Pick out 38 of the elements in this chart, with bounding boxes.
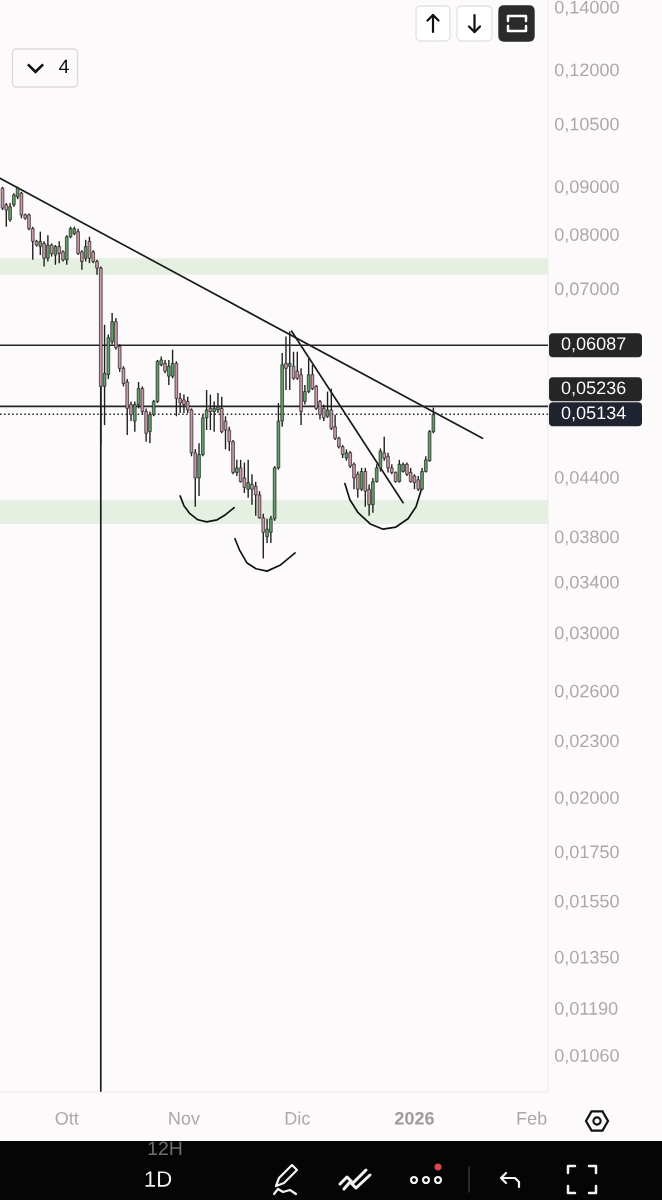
x-tick-label: Nov xyxy=(169,1112,200,1125)
candlestick xyxy=(167,359,171,386)
y-tick-label: 0,02600 xyxy=(554,684,619,700)
candlestick xyxy=(242,461,247,494)
candlestick xyxy=(46,234,50,263)
y-tick-label: 0,03400 xyxy=(554,575,619,591)
y-tick-label: 0,02000 xyxy=(554,791,619,807)
line-series xyxy=(179,495,235,523)
x-tick-label: Ott xyxy=(55,1111,79,1125)
annotation: 4 xyxy=(59,59,69,74)
x-tick-label: 2026 xyxy=(395,1111,434,1125)
x-tick-label: Feb xyxy=(517,1111,547,1125)
y-tick-label: 0,14000 xyxy=(554,0,619,16)
y-tick-label: 0,02300 xyxy=(554,734,619,750)
ref-line-label: 0,06087 xyxy=(561,337,626,353)
candlestick xyxy=(53,244,58,266)
candlestick xyxy=(291,351,296,381)
y-tick-label: 0,01350 xyxy=(554,950,619,966)
text: 12H xyxy=(148,1141,182,1156)
y-tick-label: 0,03800 xyxy=(554,530,619,546)
ref-line-label: 0,05134 xyxy=(561,406,626,422)
y-tick-label: 0,10500 xyxy=(554,117,619,133)
y-tick-label: 0,01190 xyxy=(554,1002,618,1017)
y-tick-label: 0,01550 xyxy=(554,894,619,910)
y-tick-label: 0,01060 xyxy=(554,1049,619,1064)
y-tick-label: 0,12000 xyxy=(554,63,619,79)
text: 1D xyxy=(145,1171,172,1187)
y-tick-label: 0,01750 xyxy=(554,845,619,861)
candlestick xyxy=(57,240,61,264)
ref-line-label: 0,05236 xyxy=(561,381,626,397)
candlestick xyxy=(359,467,364,492)
y-tick-label: 0,07000 xyxy=(554,282,619,298)
line-series xyxy=(234,537,296,572)
y-tick-label: 0,08000 xyxy=(554,228,619,244)
y-tick-label: 0,09000 xyxy=(554,180,619,196)
y-tick-label: 0,04400 xyxy=(554,470,619,486)
x-tick-label: Dic xyxy=(285,1111,310,1125)
y-tick-label: 0,03000 xyxy=(554,626,619,642)
